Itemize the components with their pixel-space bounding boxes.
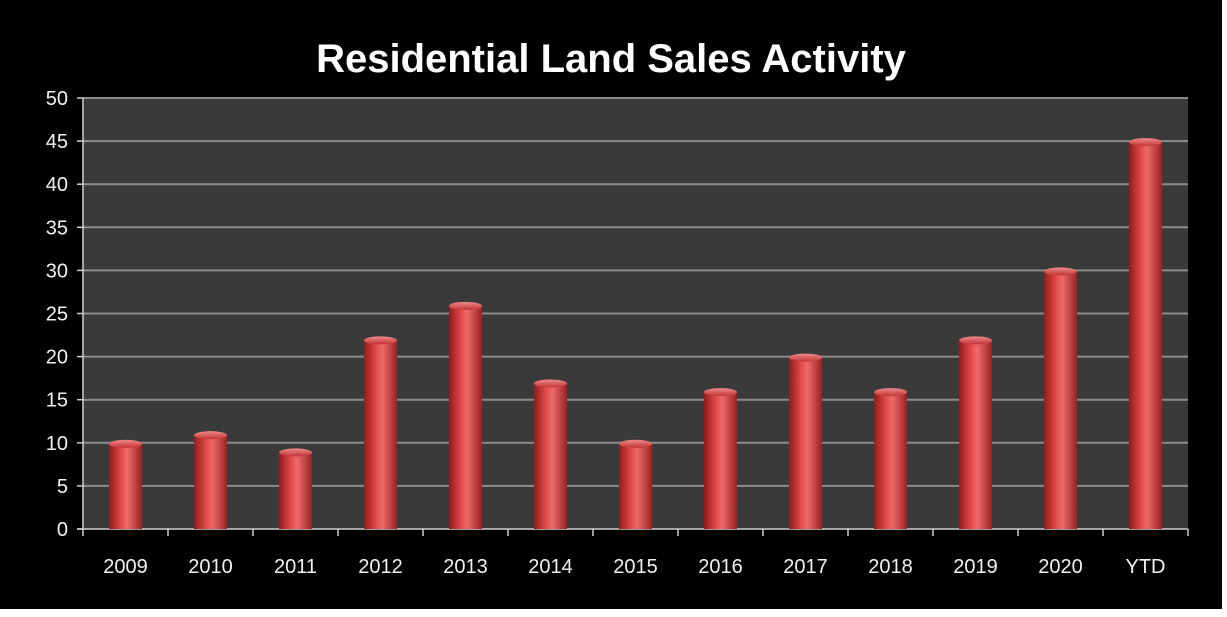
- bar-2009: [109, 442, 142, 529]
- x-tick-label: 2016: [698, 556, 743, 578]
- y-tick-label: 0: [57, 519, 68, 541]
- bar-2010: [194, 434, 227, 529]
- y-tick-label: 30: [46, 260, 68, 282]
- y-tick-label: 15: [46, 390, 68, 412]
- bar-2016: [704, 391, 737, 529]
- y-tick-label: 40: [46, 174, 68, 196]
- y-tick-label: 20: [46, 347, 68, 369]
- bar-2019: [959, 339, 992, 529]
- x-tick-label: 2018: [868, 556, 913, 578]
- bar-cap-2017: [789, 353, 822, 362]
- bar-cap-2011: [279, 448, 312, 457]
- bar-2011: [279, 451, 312, 529]
- y-tick-label: 25: [46, 304, 68, 326]
- bar-cap-2012: [364, 336, 397, 345]
- x-tick-label: 2009: [103, 556, 148, 578]
- x-tick-label: 2012: [358, 556, 403, 578]
- bar-cap-2014: [534, 379, 567, 388]
- bar-cap-2013: [449, 301, 482, 310]
- bar-YTD: [1129, 141, 1162, 529]
- bar-2015: [619, 442, 652, 529]
- bar-2018: [874, 391, 907, 529]
- x-tick-label: 2015: [613, 556, 658, 578]
- y-tick-label: 5: [57, 476, 68, 498]
- x-tick-label: YTD: [1126, 556, 1166, 578]
- x-tick-label: 2020: [1038, 556, 1083, 578]
- bar-2017: [789, 356, 822, 529]
- bar-2012: [364, 339, 397, 529]
- bar-2020: [1044, 270, 1077, 529]
- bar-cap-2020: [1044, 267, 1077, 276]
- x-tick-label: 2017: [783, 556, 828, 578]
- y-tick-labels: 0 5 10 15 20 25 30 35 40 45 50: [46, 88, 68, 541]
- y-tick-label: 35: [46, 217, 68, 239]
- x-tick-label: 2010: [188, 556, 233, 578]
- chart-title: Residential Land Sales Activity: [316, 37, 907, 81]
- bar-cap-2018: [874, 388, 907, 397]
- bars: [109, 138, 1162, 529]
- bar-cap-YTD: [1129, 138, 1162, 147]
- x-tick-label: 2011: [274, 556, 317, 578]
- x-tick-labels: 2009 2010 2011 2012 2013 2014 2015 2016 2017 2018…: [103, 556, 1165, 578]
- bar-cap-2010: [194, 431, 227, 440]
- y-tick-label: 10: [46, 433, 68, 455]
- bar-cap-2019: [959, 336, 992, 345]
- x-tick-label: 2013: [443, 556, 488, 578]
- bar-2014: [534, 382, 567, 529]
- y-tick-label: 45: [46, 131, 68, 153]
- x-tick-label: 2014: [528, 556, 573, 578]
- bar-cap-2016: [704, 388, 737, 397]
- y-tick-label: 50: [46, 88, 68, 110]
- bar-cap-2009: [109, 439, 142, 448]
- x-tick-label: 2019: [953, 556, 998, 578]
- bar-cap-2015: [619, 439, 652, 448]
- bar-2013: [449, 304, 482, 529]
